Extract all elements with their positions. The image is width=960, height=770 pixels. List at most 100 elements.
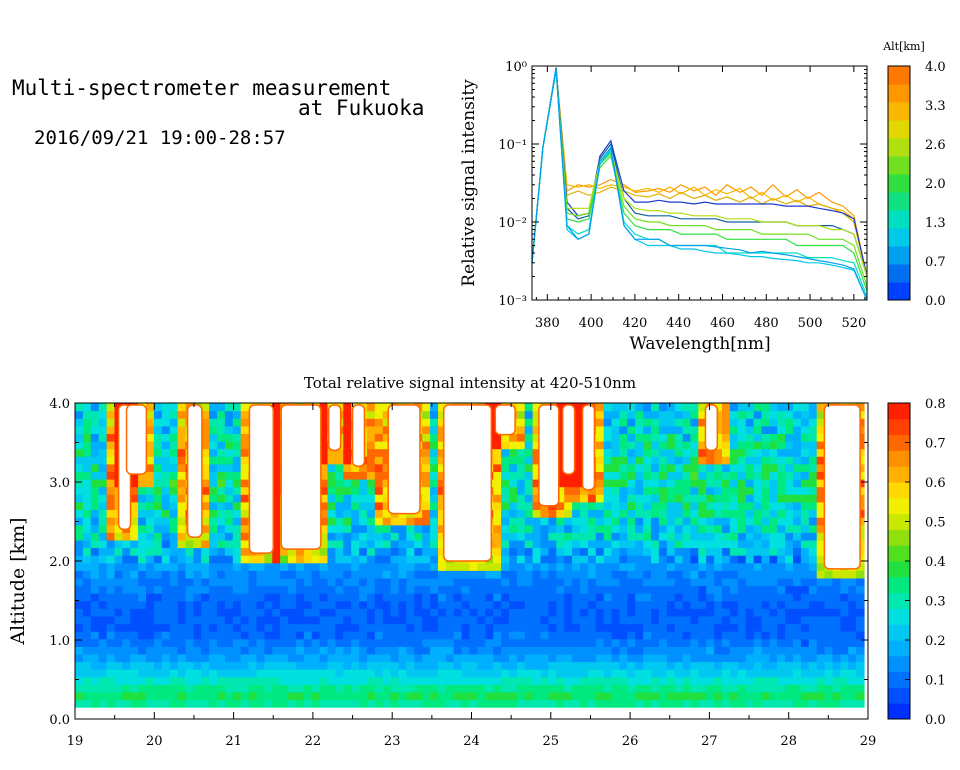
heatmap-cell [540,547,549,556]
heatmap-cell [98,524,108,533]
heatmap-cell [635,570,644,579]
heatmap-cell [532,638,542,647]
heatmap-cell [169,623,179,632]
heatmap-cell [800,555,810,564]
heatmap-cell [785,623,794,632]
heatmap-cell [153,448,163,457]
heatmap-cell [745,524,755,533]
heatmap-cell [359,691,368,701]
heatmap-cell [359,547,368,556]
heatmap-cell [722,448,731,457]
heatmap-cell [343,555,352,564]
heatmap-cell [714,418,723,427]
heatmap-cell [753,547,763,556]
heatmap-cell [524,471,534,480]
heatmap-cell [272,593,281,602]
heatmap-cell [366,653,376,663]
heatmap-y-axis-label: Altitude [km] [7,517,29,645]
heatmap-cell [382,608,392,617]
heatmap-cell [524,669,534,678]
heatmap-cell [209,631,218,640]
heatmap-cell [674,479,684,488]
heatmap-cell [532,653,542,663]
heatmap-cell [272,600,281,609]
heatmap-cell [359,600,368,609]
heatmap-cell [169,608,179,617]
heatmap-cell [493,524,502,533]
heatmap-cell [722,555,731,564]
heatmap-cell [98,471,108,480]
heatmap-cell [556,494,565,503]
heatmap-cell [808,608,818,617]
heatmap-cell [209,684,218,693]
heatmap-cell [327,638,336,647]
heatmap-cell [682,699,692,708]
heatmap-cell [643,691,652,701]
heatmap-cell [785,532,794,541]
heatmap-cell [295,555,305,564]
heatmap-cell [745,653,755,663]
heatmap-cell [777,570,786,579]
heatmap-cell [595,646,605,655]
heatmap-cell [438,441,447,450]
heatmap-cell [658,570,668,579]
heatmap-x-tick-label: 22 [305,734,322,749]
heatmap-cell [524,646,534,655]
heatmap-cell [240,691,250,701]
heatmap-cell [445,653,455,663]
heatmap-cell [658,653,668,663]
heatmap-cell [406,517,415,526]
heatmap-cell [690,600,699,609]
heatmap-cell [122,699,131,708]
heatmap-cell [438,684,447,693]
heatmap-cell [224,555,234,564]
heatmap-cell [169,661,179,670]
heatmap-cell [777,638,786,647]
heatmap-cell [327,486,336,495]
heatmap-cell [138,501,147,510]
heatmap-cell [690,486,699,495]
heatmap-cell [745,623,755,632]
altitude-colorbar-cell [888,192,910,211]
heatmap-cell [430,570,439,579]
heatmap-cell [177,638,187,647]
heatmap-cell [658,608,668,617]
heatmap-cell [335,524,344,533]
heatmap-cell [374,699,384,708]
heatmap-cell [540,631,549,640]
heatmap-cell [264,669,273,678]
heatmap-cell [217,653,226,663]
heatmap-cell [169,570,179,579]
heatmap-cell [106,593,116,602]
heatmap-cell [509,463,518,472]
heatmap-cell [430,403,439,412]
heatmap-cell [658,600,668,609]
heatmap-cell [493,638,502,647]
heatmap-cell [651,676,660,685]
heatmap-cell [98,479,108,488]
heatmap-cell [729,448,739,457]
heatmap-cell [209,691,218,701]
heatmap-cell [351,684,360,693]
heatmap-cell [138,661,147,670]
heatmap-cell [516,562,526,571]
heatmap-cell [769,418,778,427]
heatmap-cell [398,517,407,526]
heatmap-cell [824,585,834,594]
heatmap-cell [722,463,731,472]
heatmap-cell [493,570,502,579]
heatmap-cell [82,593,92,602]
heatmap-cell [209,638,218,647]
heatmap-cell [272,479,281,488]
heatmap-cell [761,479,770,488]
heatmap-cell [224,501,234,510]
heatmap-cell [682,410,692,419]
heatmap-cell [240,585,250,594]
heatmap-cell [224,615,234,625]
heatmap-cell [737,463,747,472]
heatmap-cell [122,547,131,556]
heatmap-cell [398,577,407,587]
heatmap-cell [453,577,463,587]
heatmap-cell [540,669,549,678]
heatmap-cell [414,631,423,640]
